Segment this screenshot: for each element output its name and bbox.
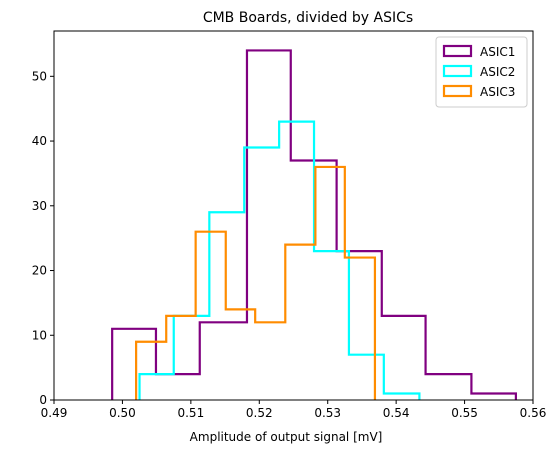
histogram-series-asic2 (138, 120, 421, 400)
x-axis-label: Amplitude of output signal [mV] (190, 430, 383, 444)
y-tick-label: 10 (32, 328, 47, 342)
x-tick-label: 0.52 (246, 406, 273, 420)
legend-swatch-asic3 (442, 84, 473, 98)
chart-title: CMB Boards, divided by ASICs (203, 10, 413, 26)
x-tick-label: 0.51 (177, 406, 204, 420)
x-tick-label: 0.54 (383, 406, 410, 420)
legend-swatch-asic1 (442, 44, 473, 58)
histogram-series-layer (111, 49, 517, 400)
y-axis-ticks: 0 10 20 30 40 50 (32, 69, 54, 407)
y-tick-label: 50 (32, 69, 47, 83)
y-tick-label: 40 (32, 134, 47, 148)
x-tick-label: 0.55 (451, 406, 478, 420)
x-tick-label: 0.49 (41, 406, 68, 420)
legend: ASIC1 ASIC2 ASIC3 (435, 36, 528, 108)
x-tick-label: 0.50 (109, 406, 136, 420)
axes-frame (53, 30, 534, 401)
x-tick-label: 0.53 (314, 406, 341, 420)
legend-label-asic1: ASIC1 (480, 45, 515, 59)
y-tick-label: 30 (32, 199, 47, 213)
y-tick-label: 20 (32, 264, 47, 278)
y-tick-label: 0 (39, 393, 47, 407)
legend-label-asic3: ASIC3 (480, 85, 515, 99)
legend-label-asic2: ASIC2 (480, 65, 515, 79)
histogram-series-asic3 (135, 165, 377, 400)
legend-box (435, 36, 528, 108)
x-tick-label: 0.56 (520, 406, 547, 420)
legend-swatch-asic2 (442, 64, 473, 78)
x-axis-ticks: 0.49 0.50 0.51 0.52 0.53 0.54 0.55 0.56 (41, 400, 547, 420)
